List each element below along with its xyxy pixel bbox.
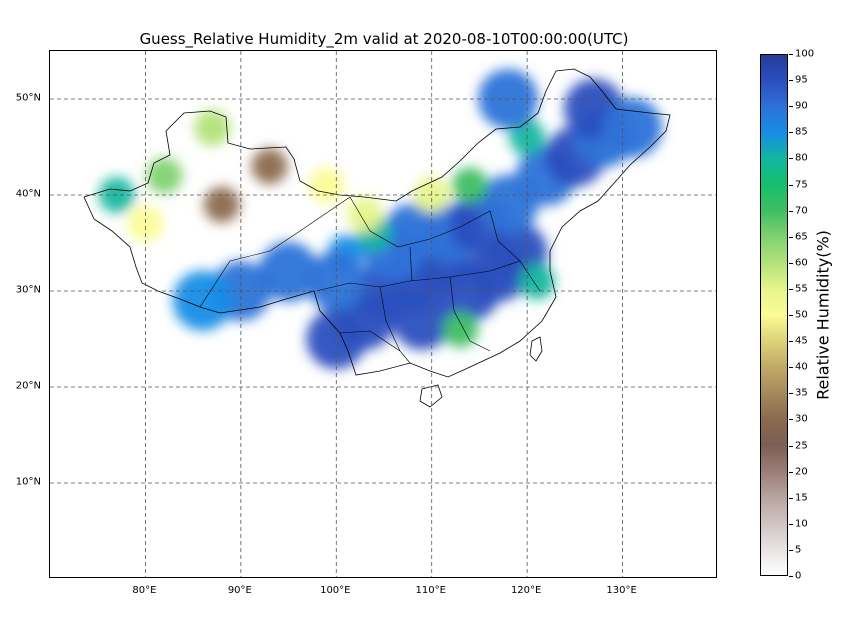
colorbar-tick-label: 5 (795, 544, 802, 556)
humidity-blob (308, 167, 345, 204)
colorbar-tick-label: 70 (795, 205, 808, 217)
y-tick-label: 40°N (15, 188, 41, 200)
colorbar-tick-mark (789, 236, 793, 238)
x-tick-label: 90°E (227, 585, 252, 596)
map-area[interactable] (49, 50, 717, 578)
colorbar-tick-label: 45 (795, 335, 808, 347)
humidity-blob (602, 97, 663, 158)
colorbar-tick-mark (789, 288, 793, 290)
colorbar-tick-label: 50 (795, 309, 808, 321)
colorbar-tick-mark (789, 184, 793, 186)
humidity-field (98, 69, 663, 369)
x-tick-label: 130°E (606, 585, 637, 596)
gridlines (50, 51, 716, 577)
colorbar-tick-mark (789, 132, 793, 134)
colorbar-tick-mark (789, 393, 793, 395)
colorbar-tick-mark (789, 576, 793, 577)
humidity-blob (251, 148, 288, 185)
colorbar-tick-mark (789, 523, 793, 525)
colorbar-tick-mark (789, 497, 793, 499)
x-tick-label: 120°E (510, 585, 542, 596)
colorbar-tick-mark (789, 210, 793, 212)
hainan-island (419, 384, 443, 408)
colorbar-label: Relative Humidity(%) (813, 230, 833, 400)
taiwan-island (529, 336, 543, 362)
colorbar-tick-label: 35 (795, 387, 808, 399)
colorbar-tick-label: 15 (795, 492, 808, 504)
colorbar-tick-label: 95 (795, 74, 808, 86)
colorbar-tick-label: 100 (795, 48, 815, 60)
colorbar-tick-label: 40 (795, 361, 808, 373)
colorbar-tick-label: 30 (795, 413, 808, 425)
colorbar-tick-label: 90 (795, 100, 808, 112)
chart-title: Guess_Relative Humidity_2m valid at 2020… (139, 30, 629, 48)
y-tick-label: 50°N (15, 92, 41, 104)
humidity-blob (518, 263, 555, 300)
humidity-blob (392, 289, 453, 350)
humidity-blob (146, 157, 183, 194)
country-outline (83, 68, 671, 378)
colorbar-tick-mark (789, 106, 793, 108)
colorbar-tick-mark (789, 367, 793, 369)
colorbar-tick-mark (789, 315, 793, 316)
x-tick-label: 80°E (132, 585, 157, 596)
province-borders (199, 196, 541, 364)
y-tick-label: 10°N (15, 476, 41, 488)
colorbar-tick-label: 65 (795, 231, 808, 243)
colorbar-tick-label: 20 (795, 466, 808, 478)
colorbar (760, 54, 788, 576)
y-tick-label: 30°N (15, 284, 41, 296)
colorbar-tick-label: 85 (795, 126, 808, 138)
humidity-blob (346, 196, 383, 233)
humidity-blob (306, 251, 367, 312)
colorbar-tick-label: 25 (795, 440, 808, 451)
colorbar-tick-mark (789, 262, 793, 264)
humidity-blob (127, 205, 164, 242)
colorbar-tick-label: 0 (795, 570, 802, 582)
colorbar-tick-mark (789, 419, 793, 421)
humidity-blob (258, 241, 319, 302)
humidity-blob (203, 186, 240, 223)
map-canvas (50, 51, 716, 577)
x-tick-label: 110°E (415, 585, 446, 596)
colorbar-tick-label: 55 (795, 283, 808, 295)
colorbar-tick-label: 80 (795, 152, 808, 164)
colorbar-tick-mark (789, 549, 793, 551)
humidity-blob (172, 270, 233, 331)
colorbar-tick-label: 60 (795, 257, 808, 269)
humidity-blob (451, 167, 488, 204)
humidity-blob (194, 109, 231, 146)
colorbar-tick-mark (789, 445, 793, 447)
x-tick-label: 100°E (320, 585, 351, 596)
colorbar-tick-mark (789, 54, 793, 55)
colorbar-tick-label: 10 (795, 518, 808, 530)
colorbar-tick-mark (789, 158, 793, 160)
colorbar-tick-mark (789, 471, 793, 473)
colorbar-tick-label: 75 (795, 179, 808, 190)
humidity-blob (442, 311, 479, 348)
colorbar-tick-mark (789, 341, 793, 343)
y-tick-label: 20°N (15, 380, 41, 392)
colorbar-tick-mark (789, 80, 793, 82)
